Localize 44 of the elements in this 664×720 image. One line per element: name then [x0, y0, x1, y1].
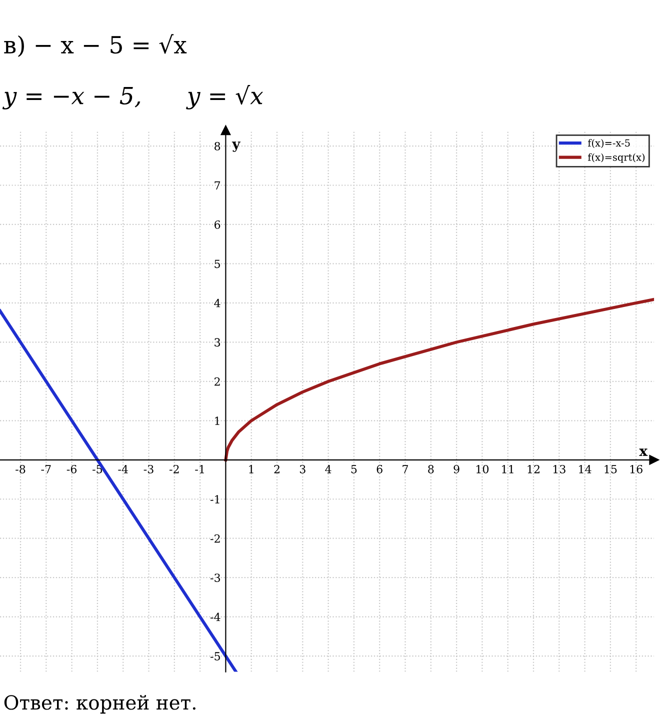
x-tick-label: -7 — [41, 465, 51, 474]
y-tick-label: 3 — [214, 338, 220, 347]
y-tick-label: 8 — [214, 142, 220, 150]
chart-title: в) − x − 5 = √x — [4, 34, 187, 57]
x-tick-label: 7 — [402, 465, 408, 474]
text: Ответ: корней нет. — [4, 694, 196, 714]
x-tick-label: -3 — [144, 464, 154, 474]
legend-label: f(x)=-x-5 — [588, 139, 630, 148]
chart-subtitle: y = −x − 5, y = √x — [2, 85, 264, 110]
y-tick-label: 5 — [214, 260, 220, 268]
line-series — [224, 298, 654, 462]
x-tick-label: 9 — [454, 464, 460, 474]
y-tick-label: 6 — [214, 220, 220, 229]
x-tick-label: -1 — [195, 464, 204, 474]
x-tick-label: 15 — [604, 464, 617, 474]
y-tick-label: -4 — [210, 612, 220, 622]
y-tick-label: 1 — [215, 416, 220, 425]
x-tick-label: 12 — [528, 464, 540, 474]
x-tick-label: 2 — [274, 464, 280, 474]
y-tick-label: -1 — [210, 495, 220, 504]
y-tick-label: -2 — [210, 534, 220, 543]
x-tick-label: -4 — [118, 464, 128, 474]
x-tick-label: 14 — [579, 464, 592, 474]
y-tick-label: 2 — [214, 377, 220, 386]
x-tick-label: 3 — [300, 464, 306, 474]
x-tick-label: 10 — [476, 464, 489, 474]
y-axis-title: y — [232, 142, 241, 152]
x-tick-label: 11 — [502, 464, 514, 474]
legend-label: f(x)=sqrt(x) — [588, 153, 645, 163]
y-tick-label: 4 — [214, 298, 220, 308]
y-tick-label: -5 — [210, 652, 220, 660]
x-axis-title: x — [639, 448, 648, 456]
x-tick-label: -2 — [169, 464, 179, 474]
x-tick-label: 13 — [553, 464, 566, 474]
x-tick-label: 5 — [351, 465, 357, 474]
x-tick-label: 8 — [428, 464, 434, 474]
y-tick-label: -3 — [210, 574, 220, 582]
x-tick-label: 1 — [249, 464, 254, 474]
x-tick-label: -8 — [16, 464, 26, 474]
x-tick-label: -6 — [66, 464, 77, 474]
x-tick-label: 16 — [630, 464, 642, 474]
y-tick-label: 7 — [214, 181, 220, 190]
x-tick-label: 6 — [376, 464, 382, 474]
x-tick-label: 4 — [325, 464, 332, 474]
